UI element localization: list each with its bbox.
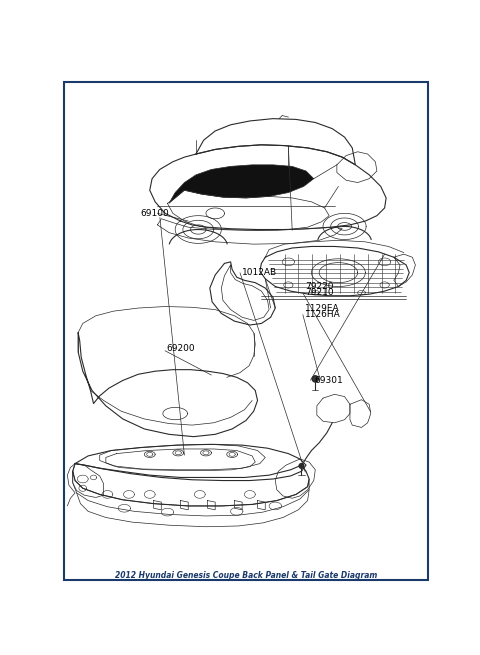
Text: 69100: 69100 bbox=[141, 209, 169, 218]
Polygon shape bbox=[312, 376, 318, 382]
Text: 69301: 69301 bbox=[314, 376, 343, 384]
Text: 69200: 69200 bbox=[167, 344, 195, 353]
Text: 79210: 79210 bbox=[305, 288, 334, 297]
Text: 1126HA: 1126HA bbox=[305, 310, 341, 319]
Polygon shape bbox=[299, 464, 304, 468]
Text: 79220: 79220 bbox=[305, 282, 334, 291]
Text: 1129EA: 1129EA bbox=[305, 303, 340, 312]
Polygon shape bbox=[169, 165, 314, 203]
Text: 2012 Hyundai Genesis Coupe Back Panel & Tail Gate Diagram: 2012 Hyundai Genesis Coupe Back Panel & … bbox=[115, 571, 377, 580]
Text: 1012AB: 1012AB bbox=[242, 269, 277, 277]
